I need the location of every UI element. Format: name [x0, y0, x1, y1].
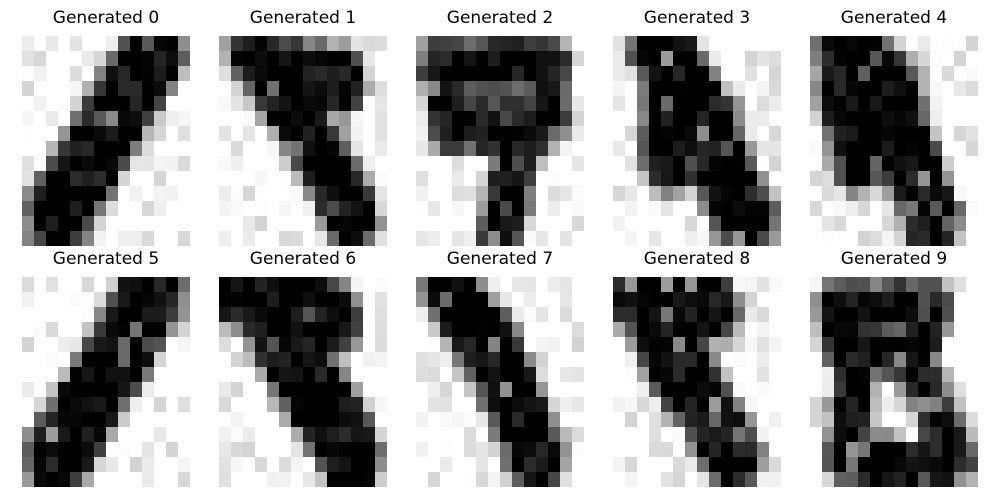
- generated-digit-image: [22, 36, 190, 246]
- generated-image-pixels: [416, 36, 584, 246]
- generated-panel-7: Generated 7: [416, 247, 584, 487]
- panel-title: Generated 3: [643, 8, 751, 28]
- generated-image-pixels: [219, 36, 387, 246]
- generated-panel-4: Generated 4: [810, 6, 978, 246]
- generated-digit-image: [416, 277, 584, 487]
- generated-image-pixels: [219, 277, 387, 487]
- generated-digit-image: [810, 277, 978, 487]
- panel-title: Generated 4: [840, 8, 948, 28]
- generated-digit-image: [613, 36, 781, 246]
- generated-image-pixels: [22, 36, 190, 246]
- panel-title: Generated 1: [249, 8, 357, 28]
- generated-digit-image: [219, 277, 387, 487]
- generated-panel-5: Generated 5: [22, 247, 190, 487]
- panel-title: Generated 6: [249, 249, 357, 269]
- generated-panel-2: Generated 2: [416, 6, 584, 246]
- generated-panel-6: Generated 6: [219, 247, 387, 487]
- panel-title: Generated 2: [446, 8, 554, 28]
- generated-image-pixels: [810, 36, 978, 246]
- generated-digit-image: [810, 36, 978, 246]
- panel-title: Generated 7: [446, 249, 554, 269]
- generated-image-pixels: [416, 277, 584, 487]
- generated-image-pixels: [810, 277, 978, 487]
- panel-title: Generated 0: [52, 8, 160, 28]
- panel-title: Generated 9: [840, 249, 948, 269]
- generated-panel-9: Generated 9: [810, 247, 978, 487]
- generated-digit-image: [219, 36, 387, 246]
- generated-digit-image: [613, 277, 781, 487]
- panel-title: Generated 5: [52, 249, 160, 269]
- generated-panel-8: Generated 8: [613, 247, 781, 487]
- generated-digit-image: [22, 277, 190, 487]
- generated-image-pixels: [613, 277, 781, 487]
- generated-image-pixels: [613, 36, 781, 246]
- panel-title: Generated 8: [643, 249, 751, 269]
- generated-panel-1: Generated 1: [219, 6, 387, 246]
- generated-panel-3: Generated 3: [613, 6, 781, 246]
- generated-digit-image: [416, 36, 584, 246]
- generated-panel-0: Generated 0: [22, 6, 190, 246]
- generated-image-pixels: [22, 277, 190, 487]
